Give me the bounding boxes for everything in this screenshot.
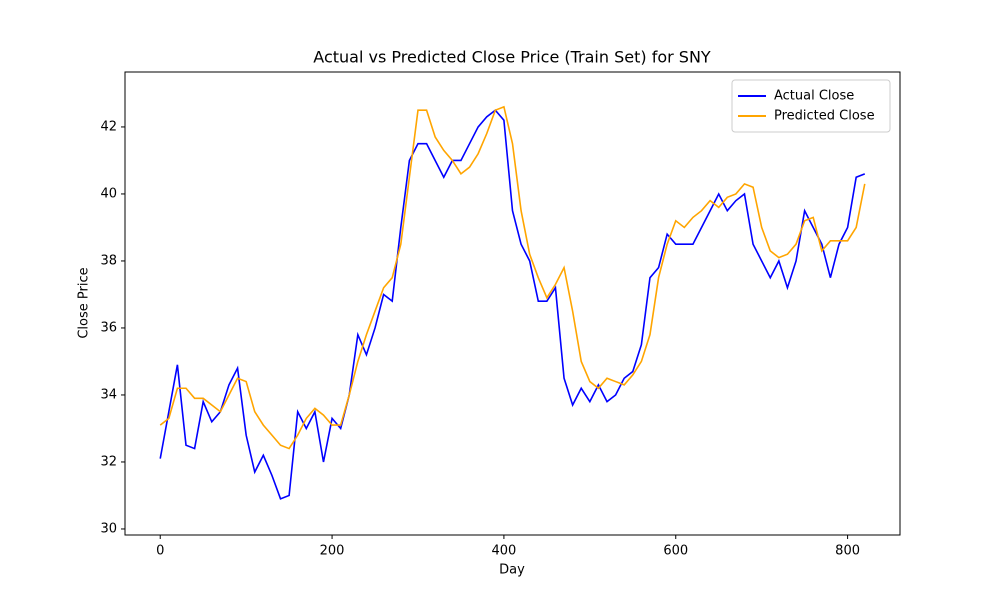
plot-frame — [124, 71, 901, 536]
legend-label: Actual Close — [774, 89, 854, 104]
x-tick-label: 200 — [320, 544, 345, 559]
legend-label: Predicted Close — [774, 109, 875, 124]
x-tick-label: 800 — [835, 544, 860, 559]
y-tick-label: 36 — [100, 320, 117, 335]
y-tick-label: 30 — [100, 521, 117, 536]
series-line — [159, 109, 866, 500]
y-tick-label: 34 — [100, 387, 117, 402]
y-tick-label: 32 — [100, 454, 117, 469]
x-tick-label: 0 — [156, 544, 164, 559]
y-tick-label: 40 — [100, 186, 117, 201]
y-tick-label: 38 — [100, 253, 117, 268]
x-tick-label: 400 — [491, 544, 516, 559]
y-tick-label: 42 — [100, 119, 117, 134]
chart-title: Actual vs Predicted Close Price (Train S… — [313, 48, 711, 67]
series-line — [159, 105, 866, 450]
x-tick-label: 600 — [663, 544, 688, 559]
y-axis-label: Close Price — [77, 267, 92, 338]
x-axis-label: Day — [499, 563, 525, 578]
legend-box — [731, 79, 891, 133]
